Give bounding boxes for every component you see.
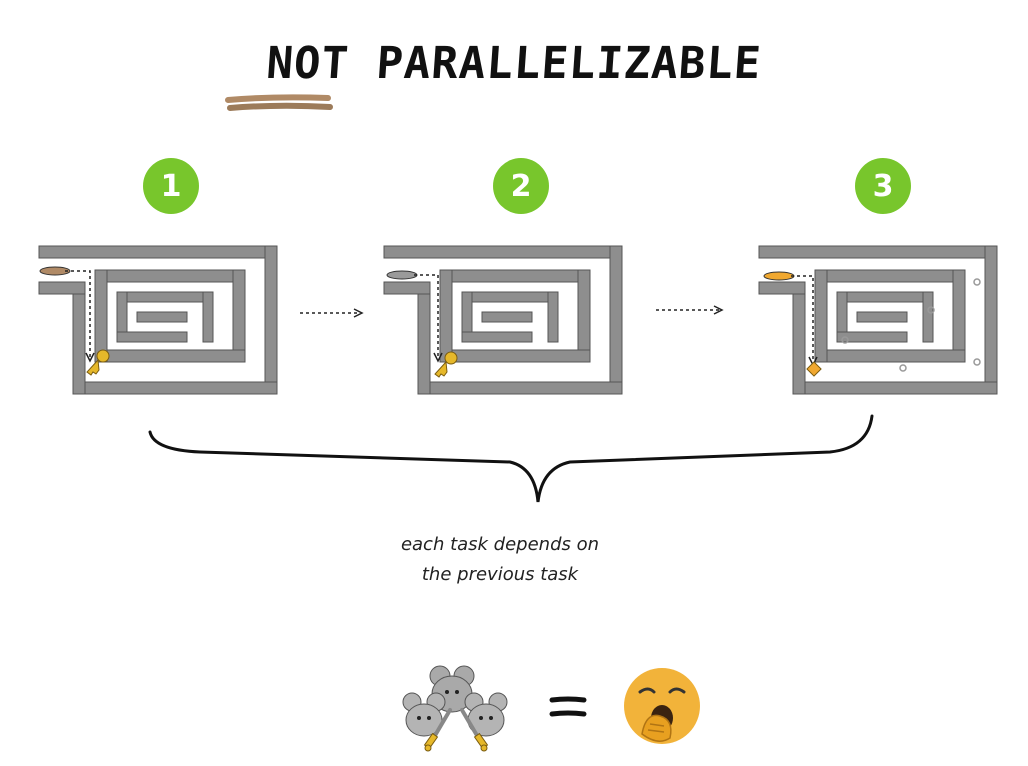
step-badge-3: 3 (855, 158, 911, 214)
key-icon (434, 351, 458, 378)
dashed-arrow-2 (656, 305, 724, 315)
start-marker (386, 270, 418, 280)
start-marker (39, 266, 71, 276)
maze-2 (383, 245, 623, 395)
curly-brace (148, 414, 874, 503)
path-arrow (791, 275, 814, 362)
maze-walls (383, 245, 623, 395)
maze-3 (758, 245, 998, 395)
goal-diamond-icon (806, 361, 822, 377)
yawning-face-icon (624, 668, 700, 744)
path-arrow (65, 270, 91, 358)
path-arrow (414, 274, 439, 358)
gear-icon (841, 278, 981, 372)
dependency-caption: each task depends on the previous task (330, 530, 670, 590)
equals-icon (549, 696, 587, 717)
caption-line-2: the previous task (421, 564, 579, 585)
mice-icon (402, 665, 508, 752)
title-underline (225, 94, 333, 111)
step-badge-1: 1 (143, 158, 199, 214)
dashed-arrow-1 (300, 308, 364, 318)
maze-1 (38, 245, 278, 395)
caption-line-1: each task depends on (400, 534, 600, 555)
page-title: NOT PARALLELIZABLE (264, 38, 764, 89)
key-icon (86, 349, 110, 376)
start-marker (763, 271, 795, 281)
maze-walls (38, 245, 278, 395)
maze-walls (758, 245, 998, 395)
step-badge-2: 2 (493, 158, 549, 214)
